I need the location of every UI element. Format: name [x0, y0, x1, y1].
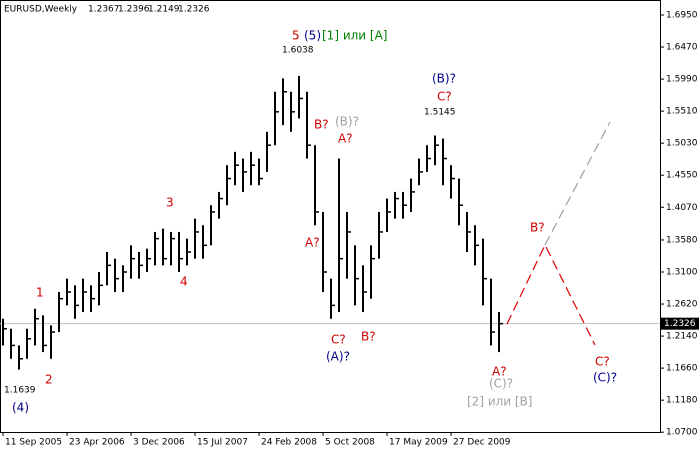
x-tick-label: 3 Dec 2006: [133, 438, 185, 448]
quote-value: 1.2149: [148, 5, 180, 15]
y-tick-label: 1.4550: [666, 171, 698, 181]
price-box: [661, 317, 699, 330]
wave-label: (A)?: [326, 350, 350, 364]
wave-label: (C)?: [593, 371, 617, 385]
y-tick-label: 1.6470: [666, 43, 698, 53]
wave-label: (B)?: [432, 72, 456, 86]
quote-value: 1.2396: [118, 5, 150, 15]
x-tick-label: 23 Apr 2006: [69, 438, 125, 448]
wave-label: C?: [595, 355, 610, 369]
wave-label: 3: [166, 196, 174, 210]
wave-label: A?: [338, 132, 353, 146]
symbol: EURUSD,Weekly: [4, 5, 78, 15]
y-tick-label: 1.2620: [666, 300, 698, 310]
wave-label: [1] или [A]: [322, 29, 387, 43]
wave-label: B?: [314, 118, 329, 132]
projection-line: [544, 121, 611, 246]
x-tick-label: 5 Oct 2008: [325, 438, 375, 448]
y-tick-label: 1.3100: [666, 268, 698, 278]
wave-label: 1: [36, 286, 44, 300]
y-tick-label: 1.0700: [666, 428, 698, 438]
y-tick-label: 1.1660: [666, 364, 698, 374]
x-tick-label: 15 Jul 2007: [197, 438, 248, 448]
x-tick-label: 24 Feb 2008: [261, 438, 317, 448]
wave-label: (B)?: [335, 115, 359, 129]
y-tick-label: 1.6950: [666, 11, 698, 21]
wave-label: 1.5145: [424, 108, 456, 118]
x-tick-label: 27 Dec 2009: [453, 438, 511, 448]
wave-label: (4): [12, 401, 29, 415]
wave-label: 2: [45, 373, 53, 387]
quote-value: 1.2326: [178, 5, 210, 15]
wave-label: B?: [361, 330, 376, 344]
y-tick-label: 1.5510: [666, 107, 698, 117]
y-tick-label: 1.2140: [666, 332, 698, 342]
wave-label: 5: [292, 29, 300, 43]
plot-frame: [0, 0, 661, 433]
wave-label: A?: [492, 365, 507, 379]
y-tick-label: 1.5030: [666, 139, 698, 149]
wave-label: A?: [305, 236, 320, 250]
wave-label: B?: [530, 221, 545, 235]
x-tick-label: 17 May 2009: [389, 438, 448, 448]
wave-label: (C)?: [489, 377, 513, 391]
y-tick-label: 1.5990: [666, 75, 698, 85]
y-tick-label: 1.1180: [666, 396, 698, 406]
wave-label: [2] или [B]: [467, 395, 533, 409]
x-tick-label: 11 Sep 2005: [5, 438, 62, 448]
price-label: 1.2326: [664, 319, 696, 329]
wave-label: C?: [331, 333, 346, 347]
y-tick-label: 1.4070: [666, 203, 698, 213]
wave-label: 4: [180, 275, 188, 289]
wave-label: 1.1639: [4, 386, 36, 396]
quote-value: 1.2367: [88, 5, 120, 15]
wave-label: 1.6038: [282, 46, 314, 56]
wave-label: (5): [304, 29, 321, 43]
y-tick-label: 1.3580: [666, 235, 698, 245]
wave-label: C?: [437, 90, 452, 104]
